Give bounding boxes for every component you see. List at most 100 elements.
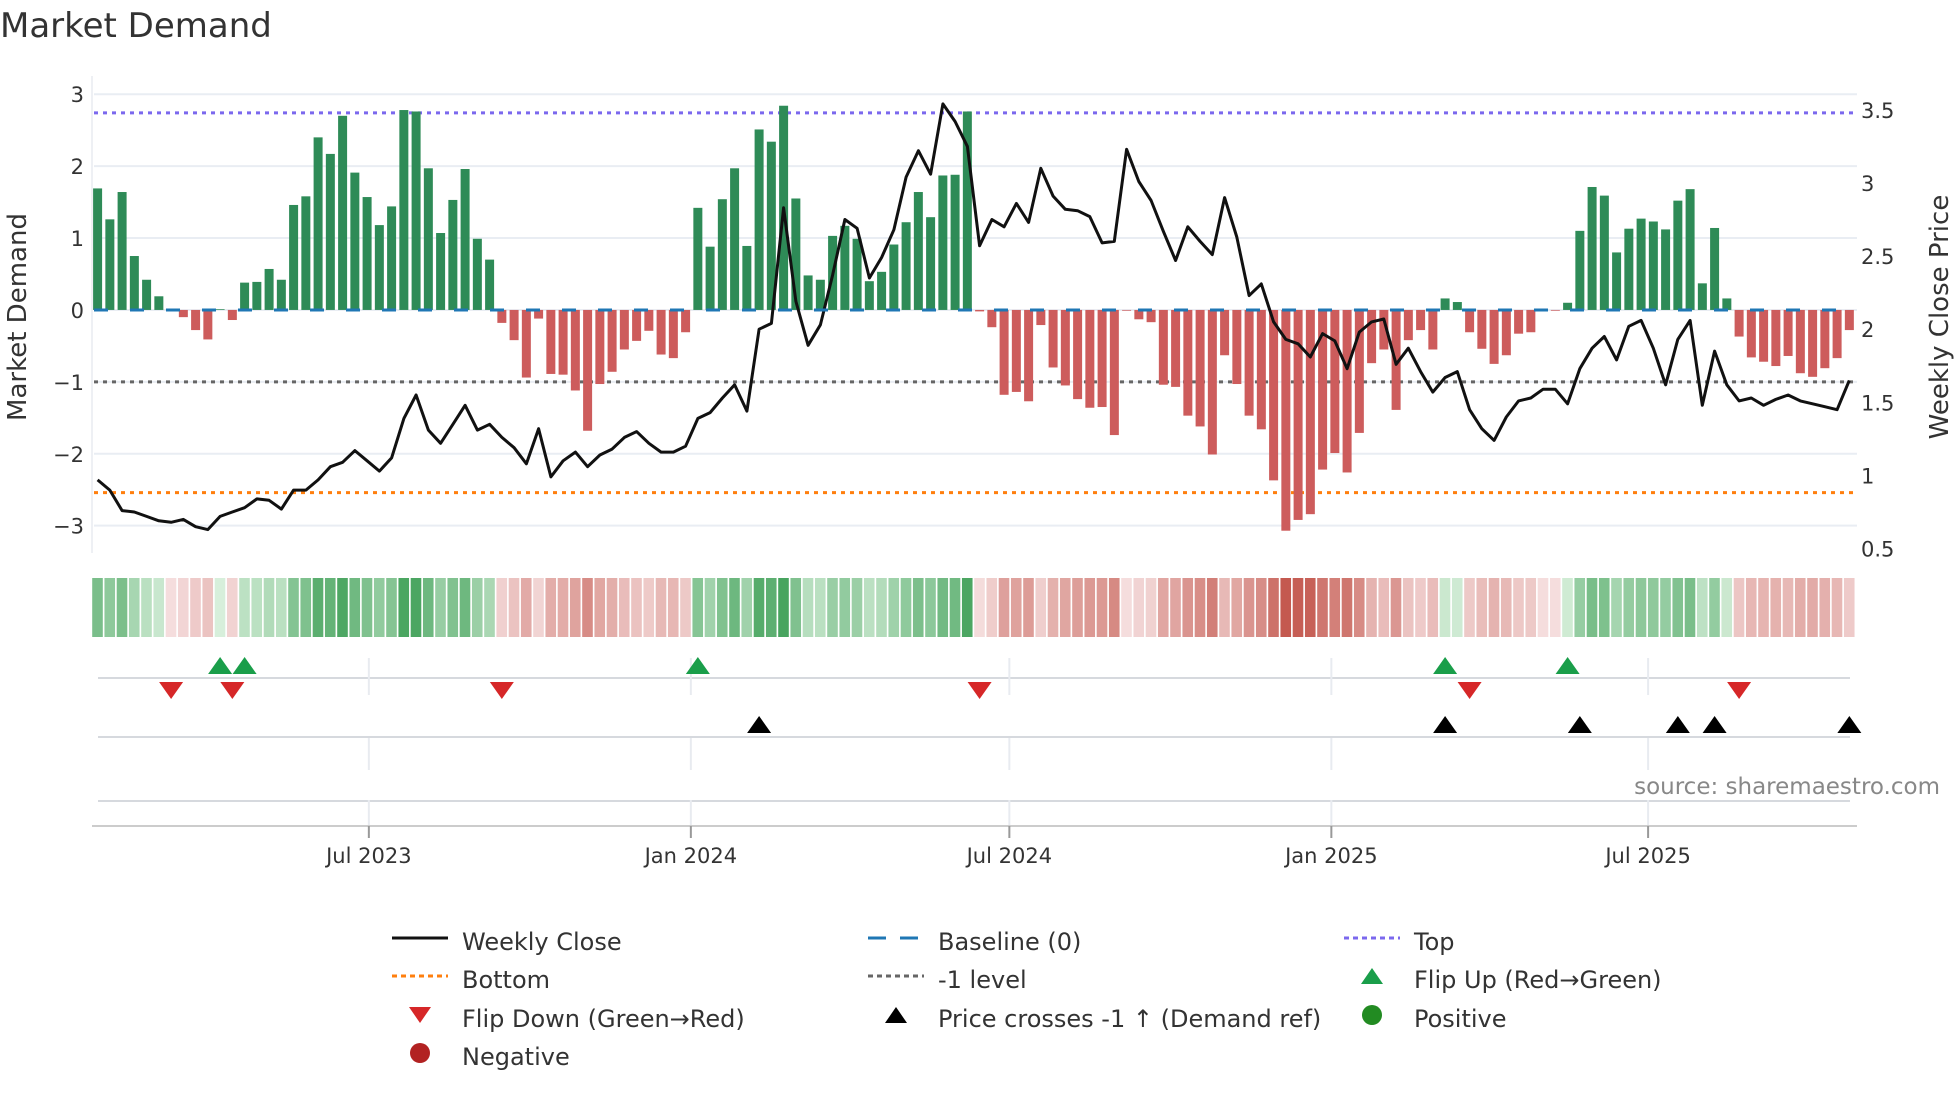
demand-bar — [1514, 309, 1524, 334]
demand-bar — [1183, 309, 1193, 416]
demand-bar — [840, 225, 850, 310]
y2-tick-label: 1.5 — [1861, 391, 1894, 415]
demand-bar — [607, 309, 617, 372]
heatmap-cell — [1623, 578, 1635, 637]
triangle-down-icon — [390, 1007, 450, 1029]
demand-bar — [1820, 309, 1830, 369]
heatmap-cell — [986, 578, 998, 637]
x-tick-label: Jan 2025 — [1283, 844, 1378, 868]
demand-bar — [240, 282, 250, 310]
legend-item[interactable]: Negative — [390, 1043, 570, 1071]
demand-bar — [987, 309, 997, 328]
weekly-close-line — [96, 102, 1851, 532]
heatmap-cell — [618, 578, 630, 637]
heatmap-cell — [888, 578, 900, 637]
heatmap-cell — [1635, 578, 1647, 637]
legend-item[interactable]: Flip Up (Red→Green) — [1342, 966, 1662, 994]
legend-item[interactable]: Flip Down (Green→Red) — [390, 1005, 745, 1033]
heatmap-cell — [1745, 578, 1757, 637]
legend-item[interactable]: -1 level — [866, 966, 1027, 994]
demand-bar — [227, 309, 237, 321]
demand-bar — [460, 169, 470, 310]
triangle-up-icon — [1342, 968, 1402, 990]
price-cross-marker — [1665, 716, 1690, 733]
demand-bar — [203, 309, 213, 340]
legend-item[interactable]: Top — [1342, 928, 1455, 956]
legend-item[interactable]: Weekly Close — [390, 928, 622, 956]
heatmap-cell — [1280, 578, 1292, 637]
demand-bar — [803, 275, 813, 310]
demand-bar — [215, 309, 225, 310]
demand-bar — [1808, 309, 1818, 377]
dotted-line-icon — [866, 970, 926, 990]
demand-bar — [815, 279, 825, 310]
heatmap-cell — [753, 578, 765, 637]
heatmap-cell — [802, 578, 814, 637]
y2-tick-label: 1 — [1861, 464, 1874, 488]
demand-bar — [374, 225, 384, 310]
heatmap-cell — [1525, 578, 1537, 637]
demand-bar — [1575, 230, 1585, 310]
legend-label: Flip Down (Green→Red) — [462, 1005, 745, 1033]
flip-down-marker — [489, 682, 514, 699]
heatmap-cell — [1108, 578, 1120, 637]
heatmap-cell — [349, 578, 361, 637]
demand-bar — [717, 199, 727, 310]
demand-bar — [1452, 302, 1462, 310]
demand-bar — [1759, 309, 1769, 362]
heatmap-cell — [1415, 578, 1426, 637]
heatmap-cell — [998, 578, 1010, 637]
heatmap-cell — [1341, 578, 1353, 637]
flip-up-marker — [1433, 657, 1458, 674]
demand-bar — [93, 188, 103, 310]
legend-item[interactable]: Price crosses -1 ↑ (Demand ref) — [866, 1005, 1321, 1033]
legend-item[interactable]: Baseline (0) — [866, 928, 1081, 956]
demand-bar — [595, 309, 605, 385]
heatmap-cell — [1843, 578, 1855, 637]
heatmap-cell — [1268, 578, 1279, 637]
heatmap-cell — [128, 578, 140, 637]
y2-tick-label: 3 — [1861, 172, 1874, 196]
y-tick-label: 2 — [71, 155, 84, 179]
demand-bar — [1024, 309, 1034, 402]
heatmap-cell — [569, 578, 581, 637]
heatmap-cell — [520, 578, 532, 637]
heatmap-cell — [1598, 578, 1610, 637]
y-tick-label: −2 — [53, 443, 84, 467]
heatmap-cell — [1721, 578, 1733, 637]
heatmap-cell — [961, 578, 973, 637]
heatmap-cell — [410, 578, 422, 637]
heatmap-cell — [1353, 578, 1365, 637]
demand-bar — [1146, 309, 1156, 323]
demand-bar — [1844, 309, 1854, 331]
heatmap-cell — [1047, 578, 1059, 637]
legend-item[interactable]: Positive — [1342, 1005, 1507, 1033]
demand-bar — [1269, 309, 1279, 481]
legend-label: Top — [1414, 928, 1455, 956]
heatmap-cell — [876, 578, 887, 637]
heatmap-cell — [814, 578, 826, 637]
legend-label: Positive — [1414, 1005, 1507, 1033]
y2-tick-label: 2.5 — [1861, 245, 1894, 269]
chart-title: Market Demand — [0, 6, 272, 46]
flip-down-marker — [967, 682, 992, 699]
heatmap-cell — [484, 578, 495, 637]
heatmap-cell — [1647, 578, 1659, 637]
dotted-line-icon — [1342, 932, 1402, 952]
demand-bar — [1244, 309, 1254, 416]
heatmap-cell — [1709, 578, 1720, 637]
source-credit: source: sharemaestro.com — [1634, 774, 1940, 800]
heatmap-cell — [1145, 578, 1157, 637]
demand-bar — [1563, 302, 1573, 310]
x-tick-label: Jul 2024 — [965, 844, 1052, 868]
demand-bar — [1416, 309, 1426, 331]
demand-bar — [975, 309, 985, 312]
legend-item[interactable]: Bottom — [390, 966, 550, 994]
demand-bar — [1379, 309, 1389, 350]
demand-bar — [999, 309, 1009, 395]
heatmap-cell — [459, 578, 471, 637]
heatmap-cell — [1464, 578, 1475, 637]
heatmap-cell — [900, 578, 912, 637]
flip-down-marker — [1457, 682, 1482, 699]
